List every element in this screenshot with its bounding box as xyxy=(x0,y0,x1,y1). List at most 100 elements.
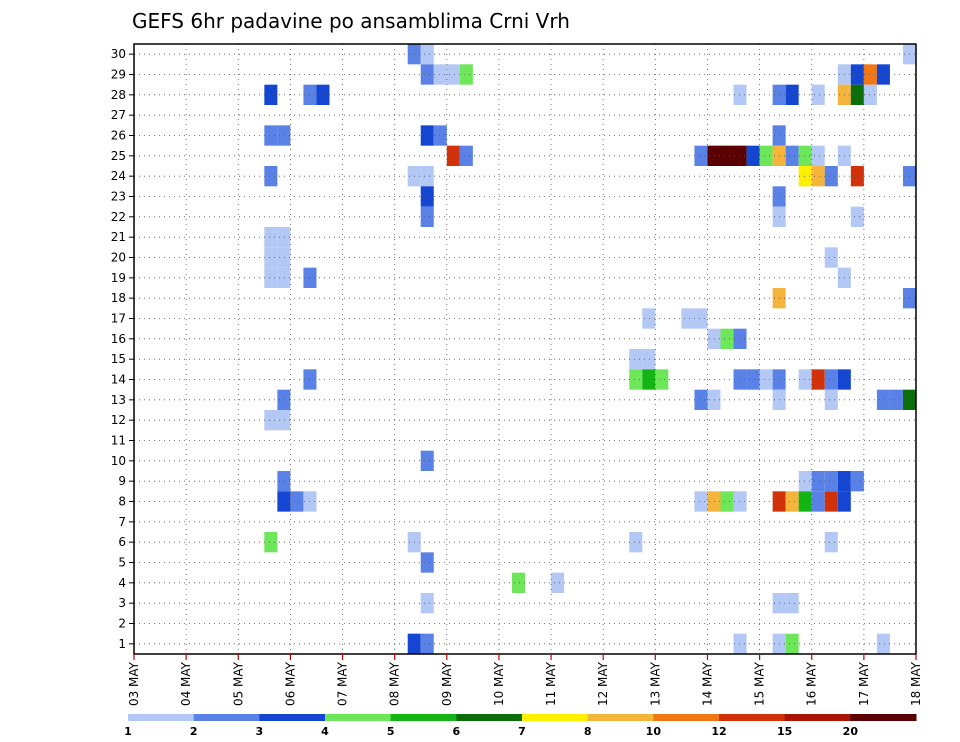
heatmap-cell xyxy=(733,369,747,390)
heatmap-cell xyxy=(850,206,864,227)
y-tick-label: 24 xyxy=(111,169,126,183)
y-tick-label: 21 xyxy=(111,230,126,244)
heatmap-cell xyxy=(720,491,734,512)
heatmap-cell xyxy=(733,145,747,166)
heatmap-cell xyxy=(264,84,278,105)
heatmap-cell xyxy=(681,308,695,329)
y-tick-label: 14 xyxy=(111,373,126,387)
heatmap-cell xyxy=(277,267,291,288)
heatmap-cell xyxy=(824,491,838,512)
x-tick-label: 11 MAY xyxy=(544,661,558,706)
heatmap-cell xyxy=(785,633,799,654)
legend-swatch xyxy=(719,714,786,721)
y-tick-label: 29 xyxy=(111,68,126,82)
heatmap-cell xyxy=(889,389,903,410)
heatmap-cell xyxy=(420,450,434,471)
heatmap-cell xyxy=(785,84,799,105)
x-tick-label: 17 MAY xyxy=(857,661,871,706)
grid-lines xyxy=(134,44,916,654)
y-tick-label: 30 xyxy=(111,47,126,61)
heatmap-cell xyxy=(642,349,656,370)
heatmap-cell xyxy=(811,471,825,492)
legend-swatch xyxy=(587,714,654,721)
legend-swatch xyxy=(193,714,260,721)
heatmap-cell xyxy=(277,389,291,410)
y-tick-label: 3 xyxy=(118,596,126,610)
x-tick-label: 14 MAY xyxy=(700,661,714,706)
y-axis-ticks: 1234567891011121314151617181920212223242… xyxy=(111,47,134,651)
y-tick-label: 19 xyxy=(111,271,126,285)
heatmap-cell xyxy=(264,166,278,187)
heatmap-cell xyxy=(720,145,734,166)
y-tick-label: 25 xyxy=(111,149,126,163)
heatmap-cell xyxy=(785,593,799,614)
y-tick-label: 12 xyxy=(111,413,126,427)
heatmap-cell xyxy=(811,369,825,390)
heatmap-cell xyxy=(850,471,864,492)
heatmap-cell xyxy=(629,349,643,370)
x-tick-label: 15 MAY xyxy=(753,661,767,706)
legend-label: 15 xyxy=(777,725,792,738)
heatmap-cell xyxy=(811,491,825,512)
heatmap-cell xyxy=(746,369,760,390)
y-tick-label: 8 xyxy=(118,495,126,509)
heatmap-cell xyxy=(824,389,838,410)
x-tick-label: 03 MAY xyxy=(127,661,141,706)
y-tick-label: 16 xyxy=(111,332,126,346)
heatmap-cell xyxy=(277,227,291,248)
heatmap-cell xyxy=(733,633,747,654)
heatmap-cell xyxy=(707,328,721,349)
heatmap-cell xyxy=(785,145,799,166)
heatmap-cell xyxy=(433,125,447,146)
heatmap-cell xyxy=(876,389,890,410)
heatmap-cell xyxy=(420,186,434,207)
x-tick-label: 09 MAY xyxy=(440,661,454,706)
y-tick-label: 17 xyxy=(111,312,126,326)
y-tick-label: 1 xyxy=(118,637,126,651)
heatmap-cell xyxy=(420,552,434,573)
heatmap-cell xyxy=(824,369,838,390)
legend-label: 3 xyxy=(256,725,264,738)
heatmap-cell xyxy=(420,125,434,146)
x-tick-label: 16 MAY xyxy=(805,661,819,706)
legend-swatch xyxy=(456,714,523,721)
heatmap-cell xyxy=(264,267,278,288)
heatmap-cell xyxy=(798,369,812,390)
heatmap-cell xyxy=(694,308,708,329)
heatmap-cell xyxy=(850,166,864,187)
heatmap-cell xyxy=(811,145,825,166)
heatmap-cell xyxy=(759,145,773,166)
heatmap-cell xyxy=(264,410,278,431)
legend-swatch xyxy=(259,714,326,721)
legend-label: 8 xyxy=(584,725,592,738)
chart-title: GEFS 6hr padavine po ansamblima Crni Vrh xyxy=(132,9,570,33)
heatmap-cell xyxy=(264,532,278,553)
heatmap-cell xyxy=(824,471,838,492)
heatmap-cell xyxy=(459,145,473,166)
heatmap-cell xyxy=(863,84,877,105)
legend-label: 7 xyxy=(518,725,526,738)
heatmap-cell xyxy=(798,166,812,187)
legend-label: 6 xyxy=(453,725,461,738)
heatmap-cell xyxy=(420,64,434,85)
plot-frame xyxy=(133,43,917,655)
heatmap-cell xyxy=(850,84,864,105)
legend-swatch xyxy=(653,714,720,721)
heatmap-cell xyxy=(629,369,643,390)
x-tick-label: 13 MAY xyxy=(648,661,662,706)
legend-swatch xyxy=(128,714,195,721)
heatmap-cell xyxy=(642,308,656,329)
heatmap-cell xyxy=(707,389,721,410)
heatmap-cell xyxy=(433,64,447,85)
heatmap-cell xyxy=(759,369,773,390)
x-tick-label: 12 MAY xyxy=(596,661,610,706)
heatmap-cell xyxy=(290,491,304,512)
heatmap-cell xyxy=(733,84,747,105)
x-axis-ticks: 03 MAY 04 MAY 05 MAY 06 MAY 07 MAY 08 MAY 09 M… xyxy=(127,654,923,706)
heatmap-cell xyxy=(264,247,278,268)
heatmap-cell xyxy=(811,84,825,105)
heatmap-cell xyxy=(824,247,838,268)
x-tick-label: 06 MAY xyxy=(283,661,297,706)
y-tick-label: 15 xyxy=(111,352,126,366)
y-tick-label: 18 xyxy=(111,291,126,305)
